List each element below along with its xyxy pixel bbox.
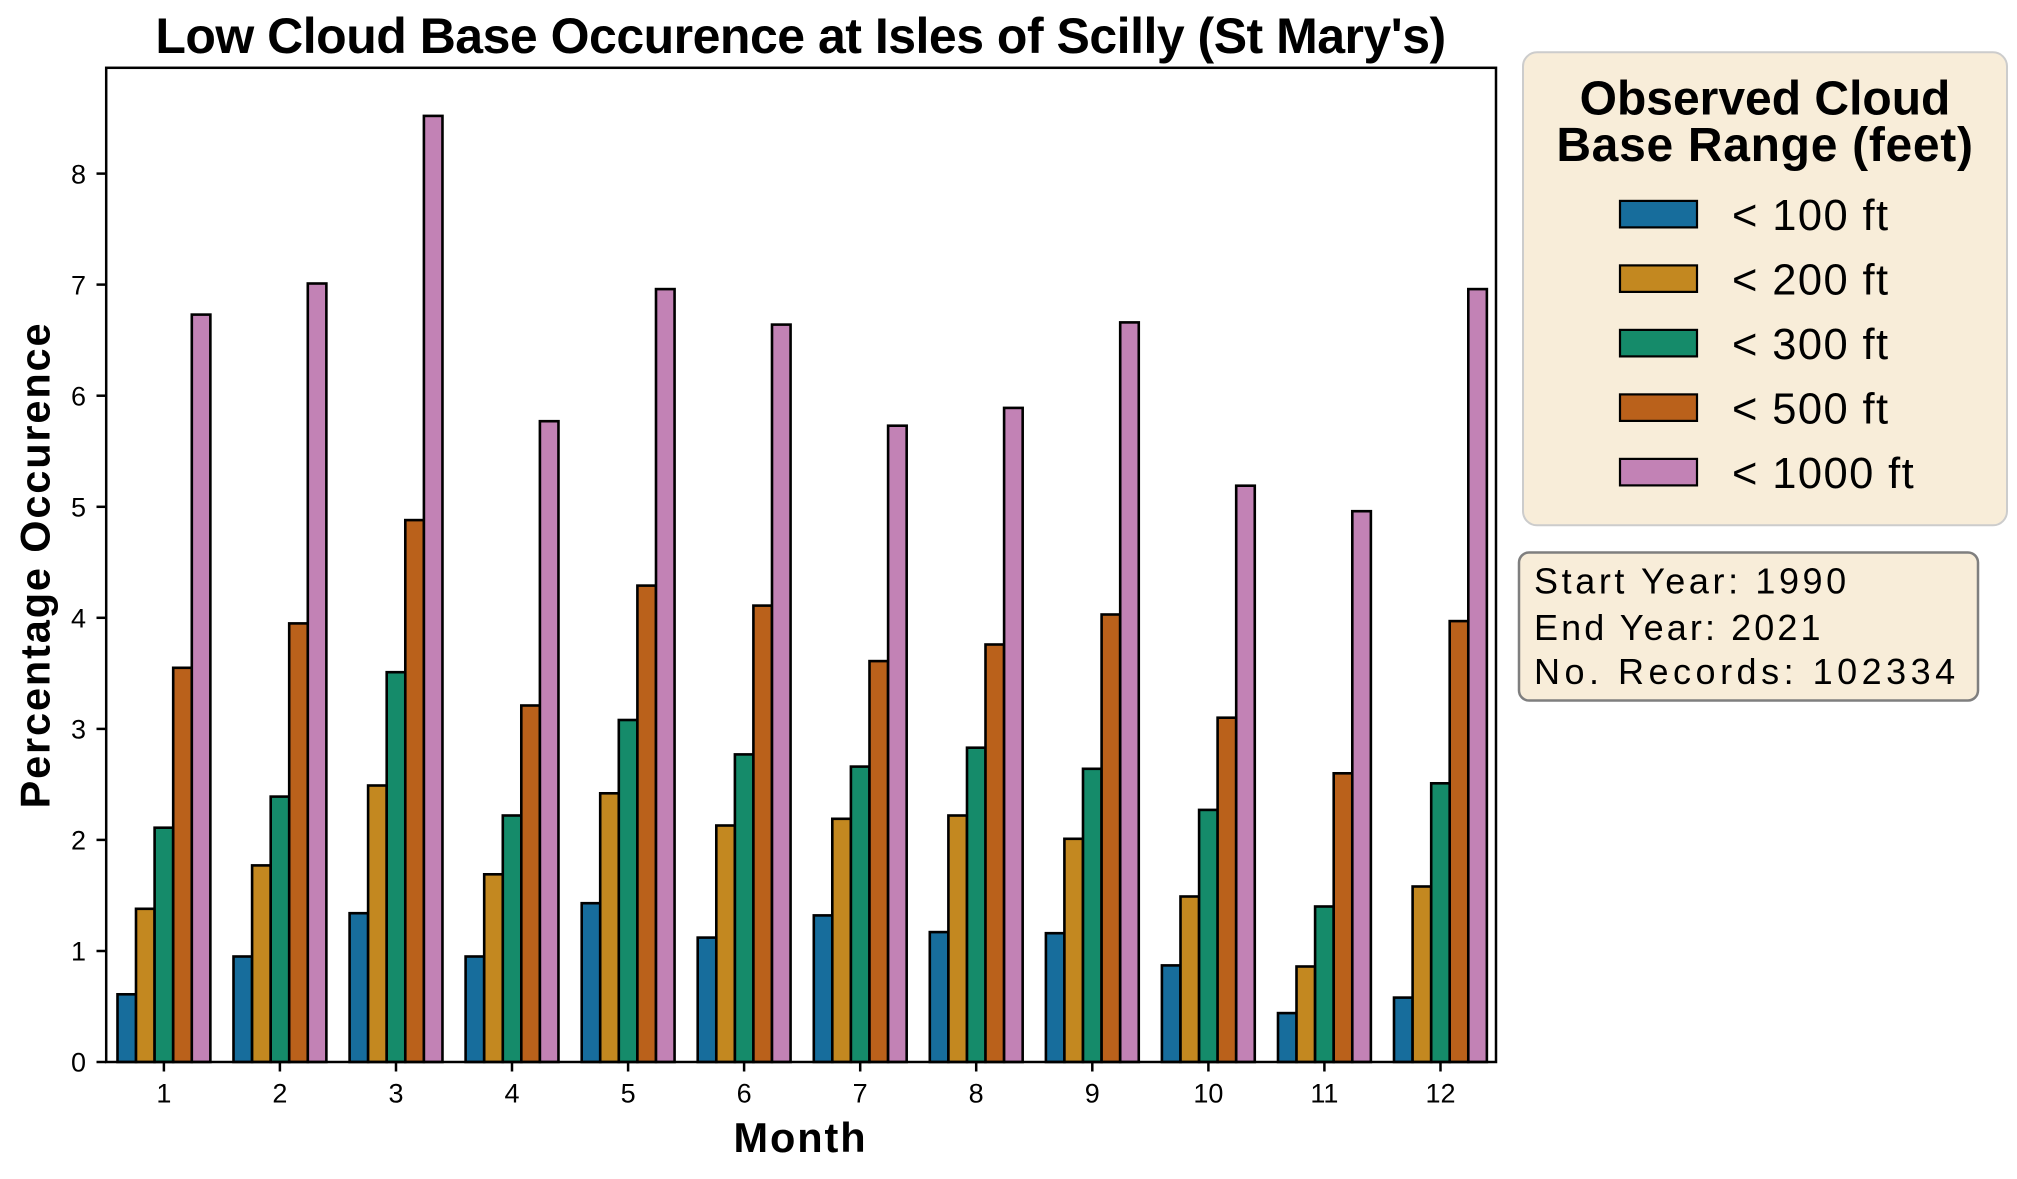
svg-text:6: 6 [737,1079,752,1109]
svg-text:0: 0 [71,1048,86,1078]
svg-text:Observed Cloud: Observed Cloud [1580,73,1951,126]
svg-text:Month: Month [734,1114,868,1161]
svg-text:End Year: 2021: End Year: 2021 [1534,607,1824,648]
svg-text:3: 3 [71,715,86,745]
svg-text:5: 5 [71,493,86,523]
svg-text:< 1000 ft: < 1000 ft [1732,450,1915,498]
svg-text:< 100 ft: < 100 ft [1732,192,1890,240]
svg-text:Low Cloud Base Occurence at Is: Low Cloud Base Occurence at Isles of Sci… [155,8,1445,64]
svg-text:< 200 ft: < 200 ft [1732,256,1890,304]
svg-text:7: 7 [71,270,86,300]
svg-text:8: 8 [71,159,86,189]
svg-text:Start Year: 1990: Start Year: 1990 [1534,560,1850,601]
svg-text:5: 5 [621,1079,636,1109]
svg-text:8: 8 [969,1079,984,1109]
svg-text:4: 4 [504,1079,519,1109]
svg-text:Percentage Occurence: Percentage Occurence [12,322,59,809]
svg-text:1: 1 [156,1079,171,1109]
svg-text:2: 2 [71,826,86,856]
svg-text:9: 9 [1085,1079,1100,1109]
svg-text:Base Range (feet): Base Range (feet) [1556,119,1973,172]
svg-text:6: 6 [71,381,86,411]
svg-text:11: 11 [1310,1079,1338,1109]
svg-text:3: 3 [388,1079,403,1109]
svg-text:4: 4 [71,604,86,634]
svg-text:2: 2 [272,1079,287,1109]
svg-text:7: 7 [853,1079,868,1109]
svg-text:1: 1 [71,937,86,967]
svg-text:10: 10 [1193,1079,1223,1109]
svg-text:No. Records: 102334: No. Records: 102334 [1534,651,1960,692]
svg-text:12: 12 [1425,1079,1455,1109]
svg-text:< 500 ft: < 500 ft [1732,385,1890,433]
svg-text:< 300 ft: < 300 ft [1732,321,1890,369]
